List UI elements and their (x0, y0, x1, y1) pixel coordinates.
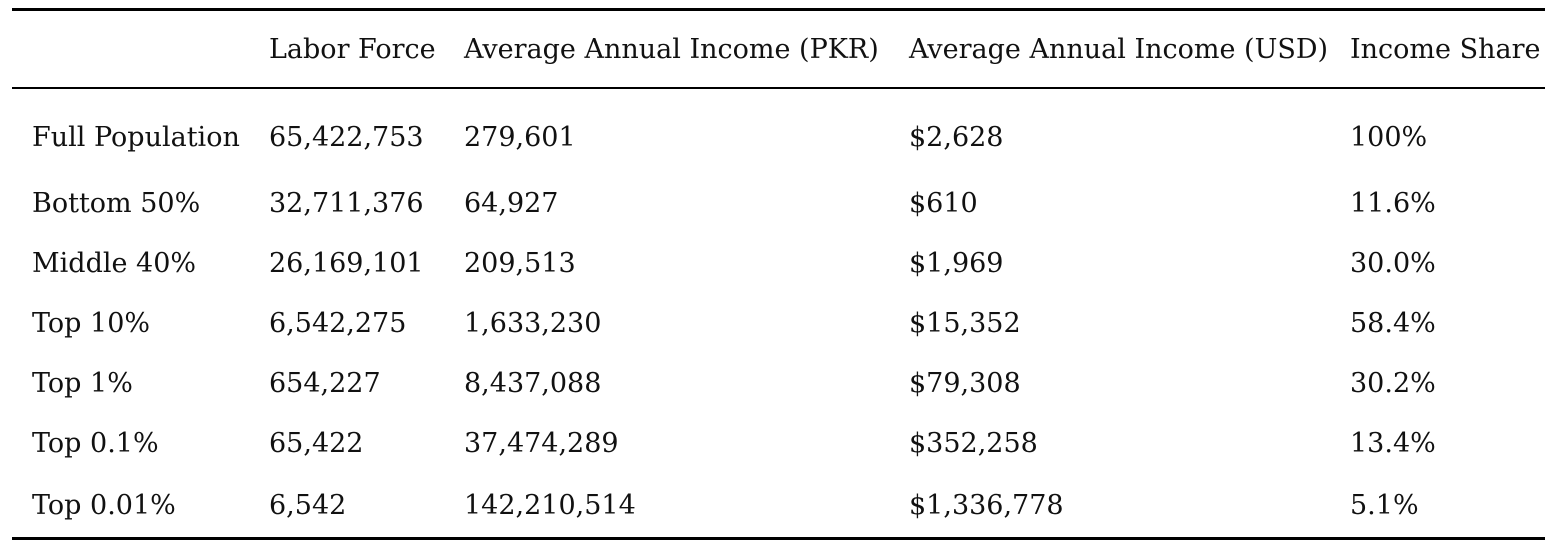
income-share-cell: 58.4% (1350, 307, 1436, 339)
income-usd-cell: $79,308 (909, 367, 1021, 399)
income-pkr-cell: 1,633,230 (464, 307, 602, 339)
row-label: Top 10% (32, 307, 151, 339)
table-header: Labor Force Average Annual Income (PKR) … (12, 9, 1545, 89)
table-row: Bottom 50% 32,711,376 64,927 $610 11.6% (12, 173, 1545, 233)
table-body: Full Population 65,422,753 279,601 $2,62… (12, 88, 1545, 539)
table-row: Middle 40% 26,169,101 209,513 $1,969 30.… (12, 233, 1545, 293)
income-table-container: Labor Force Average Annual Income (PKR) … (12, 8, 1545, 540)
income-share-cell: 11.6% (1350, 187, 1436, 219)
labor-force-cell: 6,542,275 (269, 307, 407, 339)
labor-force-cell: 65,422 (269, 427, 364, 459)
income-usd-cell: $2,628 (909, 121, 1004, 153)
labor-force-cell: 6,542 (269, 489, 347, 521)
income-pkr-cell: 8,437,088 (464, 367, 602, 399)
income-pkr-cell: 209,513 (464, 247, 576, 279)
header-cell-income-share: Income Share (1350, 33, 1541, 65)
income-pkr-cell: 37,474,289 (464, 427, 619, 459)
labor-force-cell: 654,227 (269, 367, 381, 399)
header-row: Labor Force Average Annual Income (PKR) … (12, 9, 1545, 89)
income-usd-cell: $1,969 (909, 247, 1004, 279)
income-pkr-cell: 64,927 (464, 187, 559, 219)
header-cell-income-usd: Average Annual Income (USD) (909, 33, 1329, 65)
header-cell-row-label (12, 10, 269, 89)
header-cell-labor-force: Labor Force (269, 33, 436, 65)
income-usd-cell: $610 (909, 187, 978, 219)
table-row: Top 0.01% 6,542 142,210,514 $1,336,778 5… (12, 473, 1545, 539)
income-usd-cell: $1,336,778 (909, 489, 1064, 521)
income-usd-cell: $352,258 (909, 427, 1038, 459)
income-share-cell: 13.4% (1350, 427, 1436, 459)
income-share-cell: 30.2% (1350, 367, 1436, 399)
labor-force-cell: 65,422,753 (269, 121, 424, 153)
row-label: Full Population (32, 121, 240, 153)
income-share-cell: 5.1% (1350, 489, 1419, 521)
labor-force-cell: 32,711,376 (269, 187, 424, 219)
income-share-cell: 30.0% (1350, 247, 1436, 279)
row-label: Middle 40% (32, 247, 197, 279)
row-label: Top 0.1% (32, 427, 159, 459)
income-pkr-cell: 279,601 (464, 121, 576, 153)
table-row: Top 1% 654,227 8,437,088 $79,308 30.2% (12, 353, 1545, 413)
labor-force-cell: 26,169,101 (269, 247, 424, 279)
table-row: Top 0.1% 65,422 37,474,289 $352,258 13.4… (12, 413, 1545, 473)
header-cell-income-pkr: Average Annual Income (PKR) (464, 33, 879, 65)
income-usd-cell: $15,352 (909, 307, 1021, 339)
table-row: Top 10% 6,542,275 1,633,230 $15,352 58.4… (12, 293, 1545, 353)
row-label: Top 1% (32, 367, 133, 399)
table-row: Full Population 65,422,753 279,601 $2,62… (12, 88, 1545, 173)
income-distribution-table: Labor Force Average Annual Income (PKR) … (12, 8, 1545, 540)
income-share-cell: 100% (1350, 121, 1428, 153)
row-label: Bottom 50% (32, 187, 201, 219)
row-label: Top 0.01% (32, 489, 176, 521)
income-pkr-cell: 142,210,514 (464, 489, 636, 521)
